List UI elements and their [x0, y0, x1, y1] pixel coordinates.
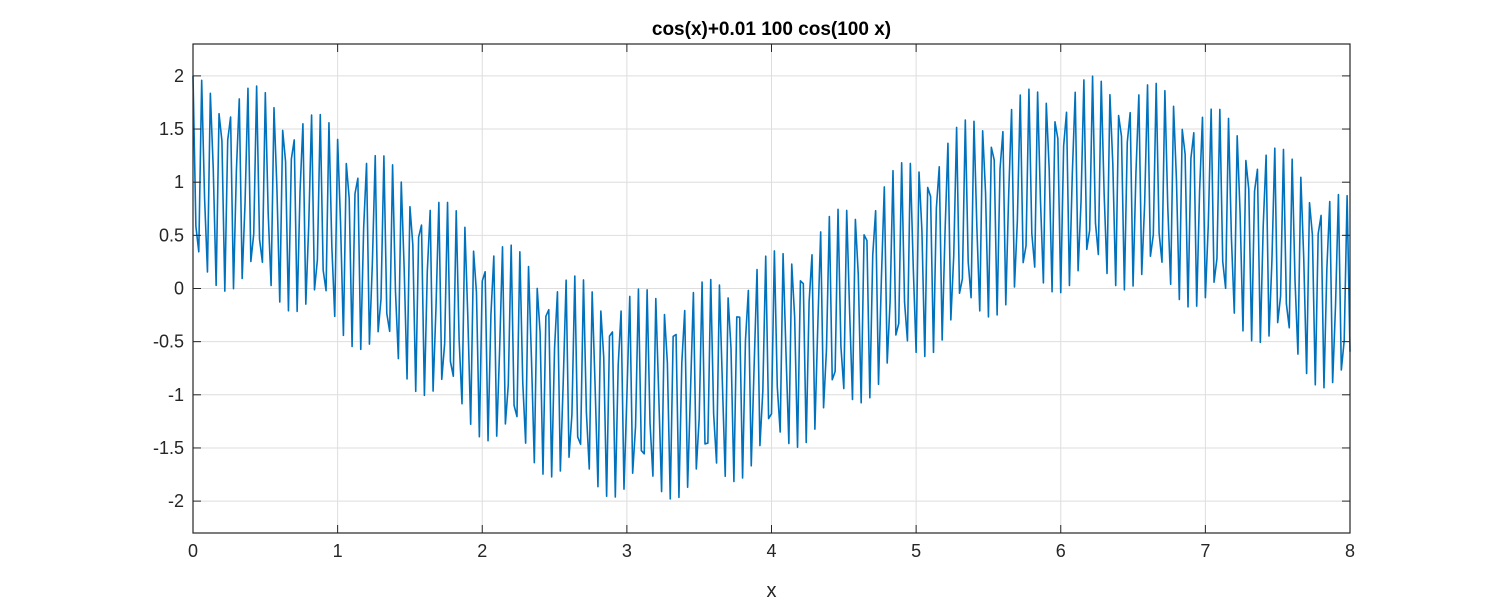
x-tick-label: 0: [188, 541, 198, 561]
y-tick-label: 2: [174, 66, 184, 86]
grid: [192, 44, 1351, 533]
x-tick-label: 4: [766, 541, 776, 561]
y-tick-label: 1: [174, 172, 184, 192]
x-tick-label: 6: [1056, 541, 1066, 561]
chart-title: cos(x)+0.01 100 cos(100 x): [652, 19, 891, 40]
x-tick-label: 1: [333, 541, 343, 561]
x-tick-label: 7: [1200, 541, 1210, 561]
y-tick-label: -1.5: [153, 438, 184, 458]
x-tick-label: 8: [1345, 541, 1355, 561]
x-tick-label: 5: [911, 541, 921, 561]
plot-area: [192, 75, 1351, 500]
y-tick-label: -1: [168, 385, 184, 405]
y-tick-label: -0.5: [153, 332, 184, 352]
y-tick-label: 0: [174, 279, 184, 299]
x-axis-label: x: [767, 580, 777, 602]
ticks: 0 1 2 3 4 5 6 7 8 -2 -1.5 -1 -0.5 0 0.5 1 1.5 2: [153, 44, 1355, 561]
x-tick-label: 2: [477, 541, 487, 561]
x-tick-label: 3: [622, 541, 632, 561]
y-tick-label: 1.5: [159, 119, 184, 139]
series-line: [192, 75, 1351, 500]
y-tick-label: 0.5: [159, 225, 184, 245]
y-tick-label: -2: [168, 491, 184, 511]
